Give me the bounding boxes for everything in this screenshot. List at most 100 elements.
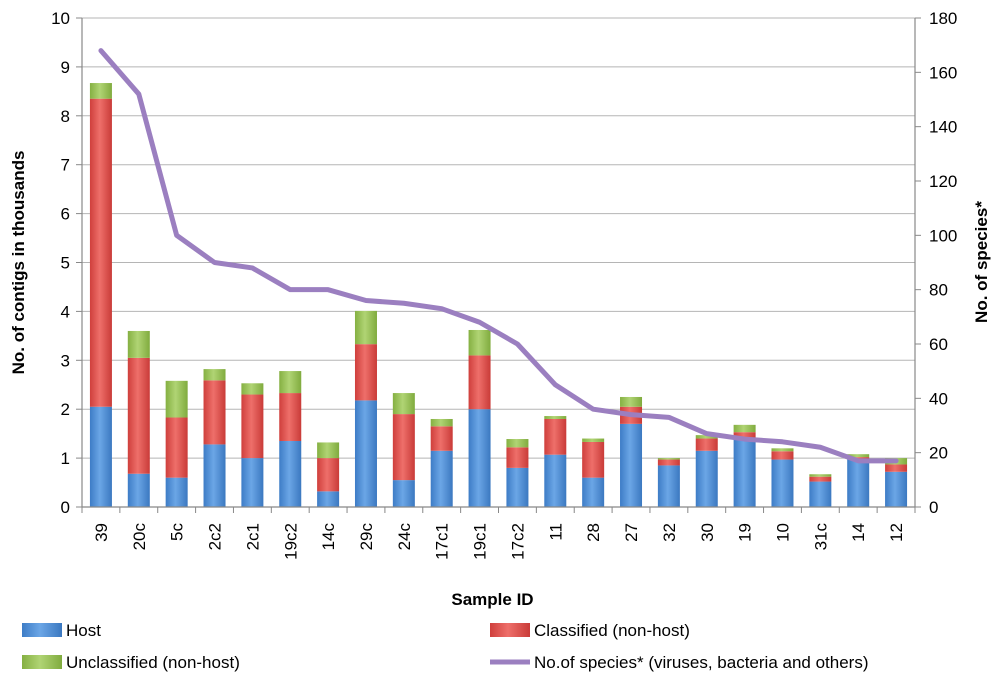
bar-host-29c <box>354 400 377 507</box>
bar-unclassified-14c <box>317 442 340 459</box>
x-tick-label: 19c2 <box>281 523 300 560</box>
species-point-2c2 <box>214 262 216 263</box>
bar-classified-12 <box>885 464 908 472</box>
bar-classified-10 <box>771 451 794 460</box>
bar-host-17c2 <box>506 467 529 507</box>
legend: Host Classified (non-host) Unclassified (n… <box>22 621 869 672</box>
bar-unclassified-14 <box>847 454 870 458</box>
x-tick-label: 14c <box>319 523 338 551</box>
bar-host-14c <box>317 491 340 507</box>
x-tick-label: 28 <box>584 523 603 542</box>
species-point-11 <box>554 384 556 386</box>
x-tick-label: 20c <box>130 523 149 551</box>
bar-unclassified-29c <box>354 310 377 345</box>
y2-tick-label: 40 <box>929 389 948 408</box>
x-tick-label: 10 <box>773 523 792 542</box>
bar-host-12 <box>885 471 908 507</box>
bar-host-10 <box>771 459 794 507</box>
y-tick-label: 8 <box>61 107 70 126</box>
bar-host-2c2 <box>203 444 226 507</box>
bar-classified-24c <box>392 414 415 481</box>
x-tick-label: 14 <box>849 523 868 542</box>
bar-classified-19c2 <box>279 393 302 441</box>
y-tick-label: 7 <box>61 156 70 175</box>
species-point-27 <box>630 414 632 416</box>
bar-host-30 <box>695 450 718 507</box>
bar-classified-39 <box>89 98 112 407</box>
bar-classified-17c1 <box>430 426 453 451</box>
line-series <box>98 48 899 464</box>
bar-host-17c1 <box>430 450 453 507</box>
bar-host-20c <box>127 473 150 507</box>
bar-unclassified-28 <box>582 438 605 442</box>
x-tick-label: 17c1 <box>433 523 452 560</box>
species-point-17c1 <box>441 308 443 310</box>
bar-classified-19 <box>733 432 756 440</box>
bar-unclassified-10 <box>771 448 794 452</box>
y-axis-title: No. of contigs in thousands <box>9 151 28 375</box>
species-point-20c <box>138 93 140 95</box>
legend-label: Host <box>66 621 101 640</box>
y-tick-label: 9 <box>61 58 70 77</box>
bar-classified-28 <box>582 441 605 478</box>
y-tick-label: 10 <box>51 9 70 28</box>
x-tick-label: 32 <box>660 523 679 542</box>
y-tick-label: 0 <box>61 498 70 517</box>
bar-host-24c <box>392 480 415 507</box>
x-tick-label: 24c <box>395 523 414 551</box>
bar-classified-29c <box>354 344 377 401</box>
y2-tick-label: 100 <box>929 226 957 245</box>
bar-host-5c <box>165 477 188 507</box>
x-tick-label: 11 <box>546 523 565 541</box>
bar-unclassified-24c <box>392 393 415 415</box>
bar-unclassified-19c1 <box>468 329 491 356</box>
x-axis-title: Sample ID <box>451 590 533 609</box>
x-tick-label: 19c1 <box>471 523 490 560</box>
species-point-10 <box>781 441 783 443</box>
bar-unclassified-17c2 <box>506 439 529 448</box>
x-tick-label: 30 <box>698 523 717 542</box>
y2-tick-label: 80 <box>929 281 948 300</box>
bar-classified-2c1 <box>241 394 264 459</box>
species-line <box>98 48 899 464</box>
y-tick-label: 1 <box>61 449 70 468</box>
y2-tick-label: 160 <box>929 63 957 82</box>
bar-host-14 <box>847 459 870 507</box>
bar-classified-30 <box>695 438 718 451</box>
x-tick-label: 19 <box>736 523 755 542</box>
bar-host-31c <box>809 481 832 507</box>
bar-host-19 <box>733 439 756 507</box>
species-point-5c <box>176 234 178 236</box>
bar-host-32 <box>657 465 680 507</box>
bar-unclassified-19 <box>733 424 756 433</box>
bar-unclassified-39 <box>89 83 112 99</box>
bar-unclassified-31c <box>809 474 832 477</box>
bar-unclassified-27 <box>620 396 643 407</box>
species-point-29c <box>365 300 367 302</box>
bar-classified-14 <box>847 457 870 460</box>
bar-classified-17c2 <box>506 447 529 468</box>
legend-label: No.of species* (viruses, bacteria and ot… <box>534 653 869 672</box>
legend-swatch <box>490 623 530 637</box>
legend-label: Unclassified (non-host) <box>66 653 240 672</box>
bar-classified-19c1 <box>468 355 491 410</box>
bar-host-2c1 <box>241 458 264 507</box>
bar-unclassified-30 <box>695 435 718 439</box>
bar-host-19c2 <box>279 440 302 507</box>
bar-series <box>89 83 908 507</box>
bar-unclassified-19c2 <box>279 371 302 394</box>
legend-label: Classified (non-host) <box>534 621 690 640</box>
bar-host-39 <box>89 406 112 507</box>
bar-classified-31c <box>809 476 832 482</box>
species-point-2c1 <box>251 267 253 269</box>
x-tick-label: 12 <box>887 523 906 542</box>
x-tick-label: 5c <box>168 523 187 541</box>
bar-classified-14c <box>317 458 340 492</box>
bar-classified-20c <box>127 357 150 474</box>
bar-unclassified-2c1 <box>241 383 264 395</box>
species-point-28 <box>592 408 594 410</box>
species-point-17c2 <box>516 343 518 345</box>
x-tick-label: 27 <box>622 523 641 542</box>
